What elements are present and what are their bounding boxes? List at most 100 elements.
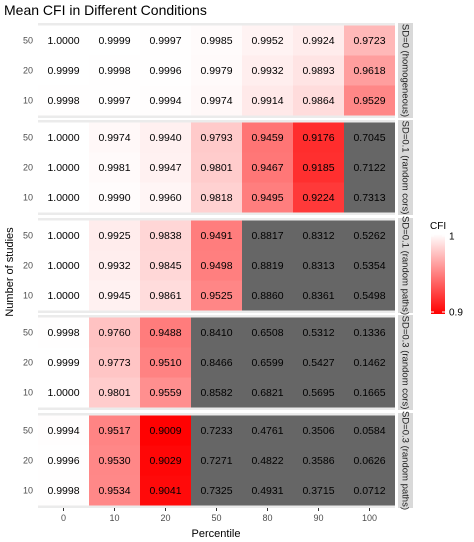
heatmap-cell — [293, 55, 344, 86]
heatmap-cell — [89, 55, 140, 86]
heatmap-cell — [191, 415, 242, 446]
heatmap-cell — [38, 250, 89, 281]
heatmap-cell — [89, 250, 140, 281]
cell-value-label: 0.9467 — [251, 162, 283, 174]
heatmap-cell — [38, 55, 89, 86]
facet-strip-label: SD=0.1 (random cors) — [400, 121, 411, 215]
heatmap-cell — [89, 280, 140, 311]
cell-value-label: 0.7313 — [353, 192, 385, 204]
heatmap-cell — [293, 475, 344, 506]
cell-value-label: 0.9998 — [47, 95, 79, 107]
heatmap-cell — [344, 377, 395, 408]
x-axis-title: Percentile — [192, 528, 241, 540]
y-tick-label: 20 — [23, 66, 33, 76]
y-tick-label: 20 — [23, 358, 33, 368]
heatmap-cell — [191, 85, 242, 116]
heatmap-cell — [89, 85, 140, 116]
facet-panel: 50 1.0000 0.9974 0.9940 0.9793 0.9459 0.9176 0.… — [23, 120, 413, 215]
cell-value-label: 0.7233 — [200, 425, 232, 437]
heatmap-cell — [293, 280, 344, 311]
cell-value-label: 0.1462 — [353, 357, 385, 369]
y-tick-label: 50 — [23, 426, 33, 436]
cell-value-label: 0.5695 — [302, 387, 334, 399]
cell-value-label: 1.0000 — [47, 35, 79, 47]
cell-value-label: 0.9491 — [200, 230, 232, 242]
cell-value-label: 0.6821 — [251, 387, 283, 399]
x-tick-label: 20 — [160, 513, 170, 523]
cell-value-label: 0.6599 — [251, 357, 283, 369]
cell-value-label: 0.9997 — [98, 95, 130, 107]
cell-value-label: 0.9517 — [98, 425, 130, 437]
facet-strip-label: SD=0.3 (random cors) — [400, 316, 411, 410]
cell-value-label: 0.9914 — [251, 95, 283, 107]
legend-colorbar — [431, 234, 445, 314]
facet-panel: 50 0.9998 0.9760 0.9488 0.8410 0.6508 0.5312 0.… — [23, 315, 413, 410]
heatmap-cell — [140, 55, 191, 86]
heatmap-cell — [191, 220, 242, 251]
heatmap-cell — [293, 317, 344, 348]
cell-value-label: 0.9996 — [149, 65, 181, 77]
heatmap-cell — [89, 445, 140, 476]
heatmap-cell — [242, 317, 293, 348]
cell-value-label: 0.9974 — [200, 95, 232, 107]
cell-value-label: 1.0000 — [47, 230, 79, 242]
panels: 50 1.0000 0.9999 0.9997 0.9985 0.9952 0.9924 0.… — [23, 23, 413, 510]
facet-strip — [398, 218, 413, 313]
cell-value-label: 1.0000 — [47, 387, 79, 399]
heatmap-cell — [293, 347, 344, 378]
y-tick-label: 10 — [23, 96, 33, 106]
legend-title: CFI — [430, 221, 446, 232]
cell-value-label: 0.9041 — [149, 485, 181, 497]
x-tick-label: 80 — [262, 513, 272, 523]
heatmap-cell — [344, 475, 395, 506]
heatmap-cell — [293, 415, 344, 446]
cell-value-label: 0.9960 — [149, 192, 181, 204]
cell-value-label: 0.9801 — [98, 387, 130, 399]
cell-value-label: 0.9185 — [302, 162, 334, 174]
cell-value-label: 0.8410 — [200, 327, 232, 339]
x-tick-label: 0 — [61, 513, 66, 523]
cell-value-label: 0.0584 — [353, 425, 385, 437]
heatmap-cell — [293, 377, 344, 408]
cell-value-label: 0.4822 — [251, 455, 283, 467]
cell-value-label: 1.0000 — [47, 162, 79, 174]
facet-strip — [398, 120, 413, 215]
cell-value-label: 0.9952 — [251, 35, 283, 47]
chart-title: Mean CFI in Different Conditions — [4, 2, 207, 18]
cell-value-label: 0.9530 — [98, 455, 130, 467]
heatmap-cell — [242, 182, 293, 213]
cell-value-label: 0.4761 — [251, 425, 283, 437]
cell-value-label: 0.9009 — [149, 425, 181, 437]
cell-value-label: 0.3715 — [302, 485, 334, 497]
cell-value-label: 0.5262 — [353, 230, 385, 242]
y-tick-label: 20 — [23, 261, 33, 271]
heatmap-cell — [191, 25, 242, 56]
cell-value-label: 0.9525 — [200, 290, 232, 302]
heatmap-cell — [140, 250, 191, 281]
heatmap-cell — [38, 347, 89, 378]
y-tick-label: 50 — [23, 328, 33, 338]
heatmap-cell — [293, 445, 344, 476]
cell-value-label: 0.9498 — [200, 260, 232, 272]
heatmap-cell — [191, 250, 242, 281]
heatmap-cell — [344, 220, 395, 251]
x-tick-label: 50 — [211, 513, 221, 523]
cell-value-label: 0.9945 — [98, 290, 130, 302]
heatmap-cell — [293, 250, 344, 281]
cell-value-label: 0.8361 — [302, 290, 334, 302]
heatmap-cell — [38, 182, 89, 213]
cell-value-label: 0.9999 — [98, 35, 130, 47]
heatmap-cell — [140, 85, 191, 116]
cell-value-label: 0.1665 — [353, 387, 385, 399]
heatmap-cell — [89, 220, 140, 251]
x-axis: 0 10 20 50 80 90 100 — [61, 508, 377, 523]
cell-value-label: 0.3586 — [302, 455, 334, 467]
facet-strip-label: SD=0 (homogeneous) — [400, 24, 411, 117]
heatmap-cell — [140, 25, 191, 56]
y-tick-label: 10 — [23, 291, 33, 301]
heatmap-cell — [140, 475, 191, 506]
heatmap-cell — [191, 347, 242, 378]
heatmap-cell — [242, 250, 293, 281]
cell-value-label: 0.0626 — [353, 455, 385, 467]
heatmap-cell — [293, 25, 344, 56]
